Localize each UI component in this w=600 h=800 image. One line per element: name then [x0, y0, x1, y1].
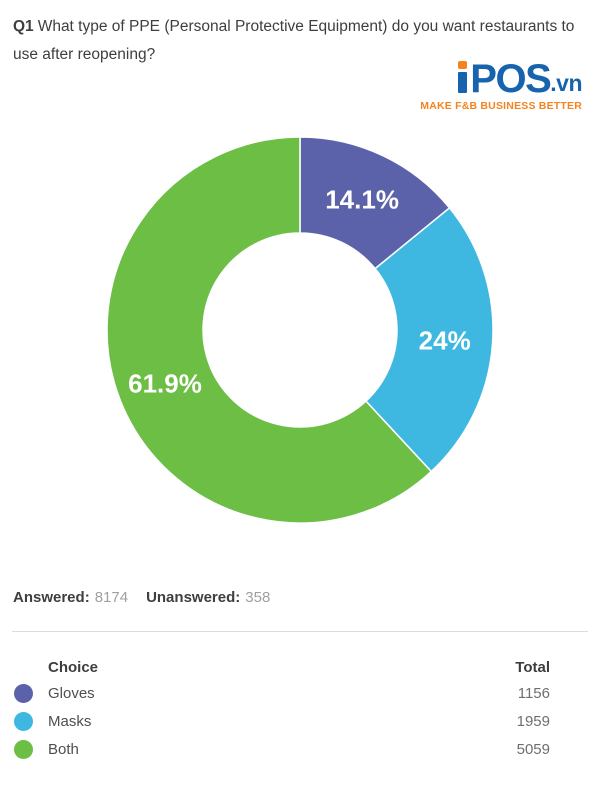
choice-total: 1959 [516, 712, 550, 730]
choice-label: Both [48, 740, 79, 758]
donut-segment-percentage-label: 14.1% [325, 184, 399, 214]
table-header-row: Choice Total [14, 655, 550, 679]
table-row: Gloves 1156 [14, 679, 550, 707]
table-row: Both 5059 [14, 735, 550, 763]
unanswered-label: Unanswered: [146, 589, 241, 606]
question-number: Q1 [13, 18, 34, 35]
logo-brand-text: POS [470, 57, 551, 101]
logo-tld-text: .vn [550, 70, 582, 96]
logo-i-dot [458, 61, 468, 69]
choice-column-header: Choice [48, 658, 99, 676]
donut-chart: 14.1% 24% 61.9% [0, 120, 600, 540]
donut-segment-both [106, 136, 433, 524]
answered-value: 8174 [94, 589, 129, 606]
both-color-swatch [14, 739, 33, 759]
answered-label: Answered: [13, 589, 90, 606]
choice-label: Gloves [48, 684, 95, 702]
logo-i-stem [458, 72, 468, 93]
donut-segment-percentage-label: 24% [419, 325, 471, 355]
question-body: What type of PPE (Personal Protective Eq… [13, 18, 575, 63]
choice-total: 1156 [517, 684, 550, 702]
choice-total: 5059 [516, 740, 550, 758]
donut-segment-masks [364, 206, 494, 473]
response-stats: Answered: 8174 Unanswered: 358 [13, 589, 270, 606]
divider [12, 631, 588, 632]
results-table: Choice Total Gloves 1156 Masks 1959 Both… [14, 655, 550, 763]
logo-wordmark: POS .vn [420, 57, 582, 101]
masks-color-swatch [14, 711, 33, 731]
gloves-color-swatch [14, 683, 33, 703]
table-row: Masks 1959 [14, 707, 550, 735]
ipos-logo: POS .vn MAKE F&B BUSINESS BETTER [420, 57, 582, 112]
choice-label: Masks [48, 712, 92, 730]
question-text: Q1 What type of PPE (Personal Protective … [13, 13, 579, 69]
donut-segment-percentage-label: 61.9% [128, 368, 202, 398]
total-column-header: Total [515, 658, 550, 676]
logo-letter-i-icon [458, 61, 468, 94]
unanswered-value: 358 [245, 589, 271, 606]
logo-tagline: MAKE F&B BUSINESS BETTER [420, 100, 582, 112]
donut-chart-svg: 14.1% 24% 61.9% [106, 136, 494, 524]
